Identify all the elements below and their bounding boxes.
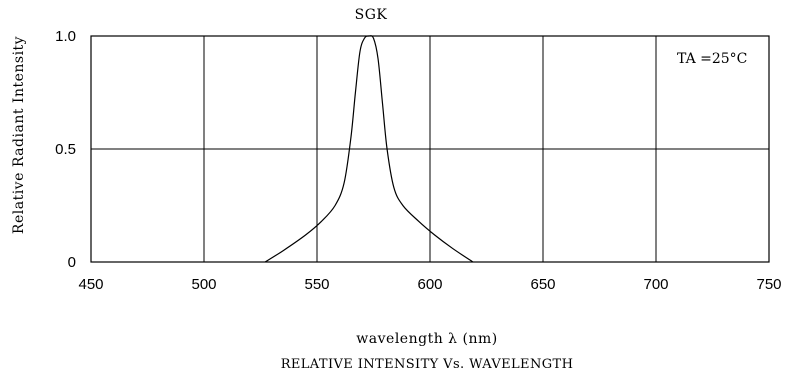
x-tick-label: 450 (78, 276, 103, 293)
x-tick-label: 750 (756, 276, 781, 293)
x-tick-label: 700 (643, 276, 668, 293)
chart-caption: RELATIVE INTENSITY Vs. WAVELENGTH (281, 357, 574, 372)
x-tick-label: 600 (417, 276, 442, 293)
y-tick-label: 1.0 (55, 28, 76, 45)
y-axis-label: Relative Radiant Intensity (11, 36, 27, 234)
plot-area (90, 35, 770, 263)
x-axis-label: wavelength λ (nm) (356, 331, 497, 347)
x-axis-ticks: 450 500 550 600 650 700 750 (78, 276, 781, 293)
chart-title: SGK (355, 7, 388, 23)
x-tick-label: 650 (530, 276, 555, 293)
y-tick-label: 0 (68, 254, 76, 271)
y-tick-label: 0.5 (55, 141, 76, 158)
temperature-annotation: TA =25°C (677, 51, 747, 67)
x-tick-label: 500 (191, 276, 216, 293)
grid-lines (91, 36, 769, 262)
x-tick-label: 550 (304, 276, 329, 293)
y-axis-ticks: 0 0.5 1.0 (55, 28, 76, 271)
